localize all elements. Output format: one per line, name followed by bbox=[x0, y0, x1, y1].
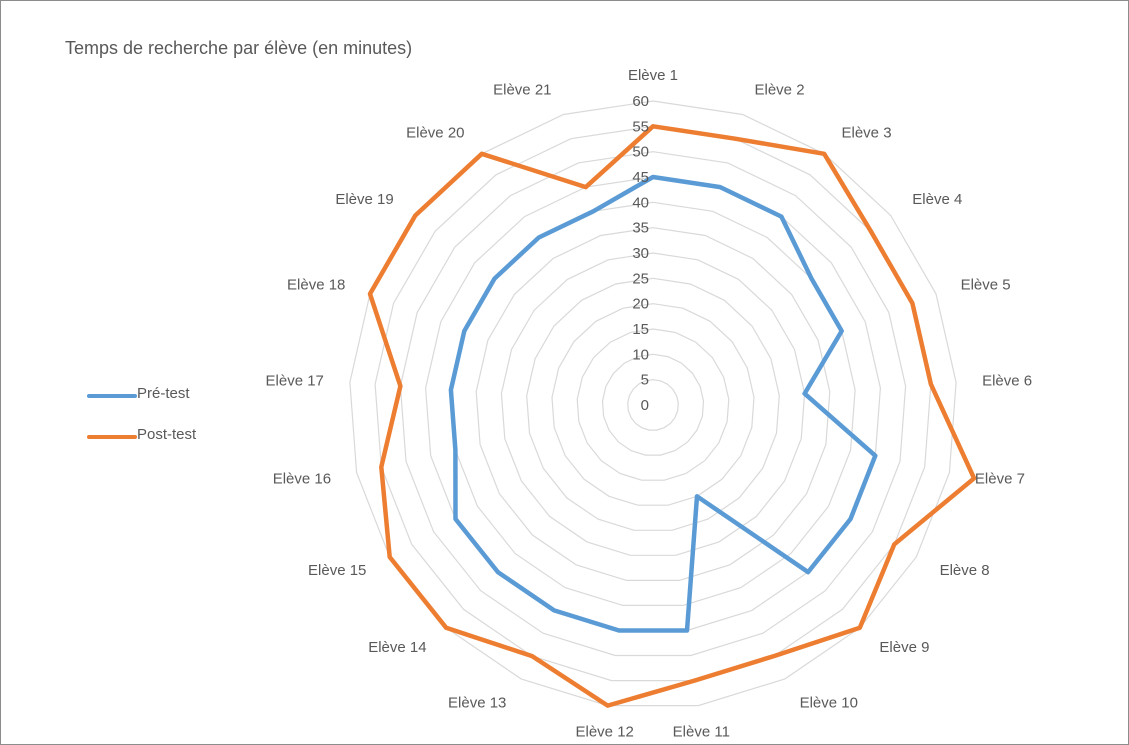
category-label-10: Elève 10 bbox=[800, 694, 858, 711]
tick-label-30: 30 bbox=[632, 245, 649, 262]
grid-ring-35 bbox=[475, 227, 831, 582]
radial-tick-labels: 0 5 10 15 20 25 30 35 40 45 50 55 60 bbox=[632, 93, 649, 414]
category-labels: Elève 1 Elève 2 Elève 3 Elève 4 Elève 5 Elève… bbox=[266, 67, 1033, 740]
legend-item-pre-test[interactable]: Pré-test bbox=[87, 385, 287, 426]
tick-label-5: 5 bbox=[641, 372, 649, 389]
tick-label-40: 40 bbox=[632, 194, 649, 211]
tick-label-60: 60 bbox=[632, 93, 649, 110]
grid-ring-50 bbox=[399, 151, 907, 657]
grid-ring-30 bbox=[500, 252, 806, 556]
category-label-5: Elève 5 bbox=[961, 276, 1011, 293]
grid-ring-45 bbox=[424, 176, 882, 632]
category-label-3: Elève 3 bbox=[842, 124, 892, 141]
series-layer bbox=[367, 124, 977, 708]
category-label-14: Elève 14 bbox=[368, 639, 426, 656]
tick-label-50: 50 bbox=[632, 144, 649, 161]
grid-ring-25 bbox=[526, 277, 780, 531]
category-label-15: Elève 15 bbox=[308, 562, 366, 579]
legend-swatch-post-test bbox=[87, 435, 137, 439]
category-label-8: Elève 8 bbox=[940, 562, 990, 579]
category-label-18: Elève 18 bbox=[287, 276, 345, 293]
legend-label-pre-test: Pré-test bbox=[137, 385, 190, 402]
legend-item-post-test[interactable]: Post-test bbox=[87, 426, 287, 467]
legend: Pré-test Post-test bbox=[87, 385, 287, 467]
category-label-12: Elève 12 bbox=[576, 723, 634, 740]
tick-label-55: 55 bbox=[632, 118, 649, 135]
tick-label-10: 10 bbox=[632, 346, 649, 363]
grid-ring-55 bbox=[374, 125, 932, 682]
legend-swatch-pre-test bbox=[87, 394, 137, 398]
category-label-11: Elève 11 bbox=[673, 723, 730, 740]
category-label-16: Elève 16 bbox=[273, 470, 331, 487]
category-label-17: Elève 17 bbox=[266, 372, 324, 389]
grid-ring-20 bbox=[551, 303, 755, 506]
category-label-13: Elève 13 bbox=[448, 694, 506, 711]
tick-label-35: 35 bbox=[632, 220, 649, 237]
grid-ring-5 bbox=[627, 379, 679, 431]
grid-ring-15 bbox=[576, 328, 730, 481]
tick-label-20: 20 bbox=[632, 296, 649, 313]
chart-title: Temps de recherche par élève (en minutes… bbox=[65, 38, 413, 58]
category-label-7: Elève 7 bbox=[975, 470, 1025, 487]
series-line-post-test bbox=[367, 124, 977, 708]
tick-label-0: 0 bbox=[641, 397, 649, 414]
tick-label-15: 15 bbox=[632, 321, 649, 338]
grid-ring-10 bbox=[601, 353, 705, 456]
category-label-4: Elève 4 bbox=[912, 191, 962, 208]
category-label-20: Elève 20 bbox=[406, 124, 464, 141]
category-label-19: Elève 19 bbox=[335, 191, 393, 208]
category-label-6: Elève 6 bbox=[982, 372, 1032, 389]
category-label-21: Elève 21 bbox=[493, 82, 551, 99]
tick-label-45: 45 bbox=[632, 169, 649, 186]
legend-label-post-test: Post-test bbox=[137, 426, 197, 443]
series-line-pr-test bbox=[448, 174, 878, 633]
category-label-2: Elève 2 bbox=[755, 82, 805, 99]
tick-label-25: 25 bbox=[632, 270, 649, 287]
category-label-1: Elève 1 bbox=[628, 67, 678, 84]
category-label-9: Elève 9 bbox=[879, 639, 929, 656]
